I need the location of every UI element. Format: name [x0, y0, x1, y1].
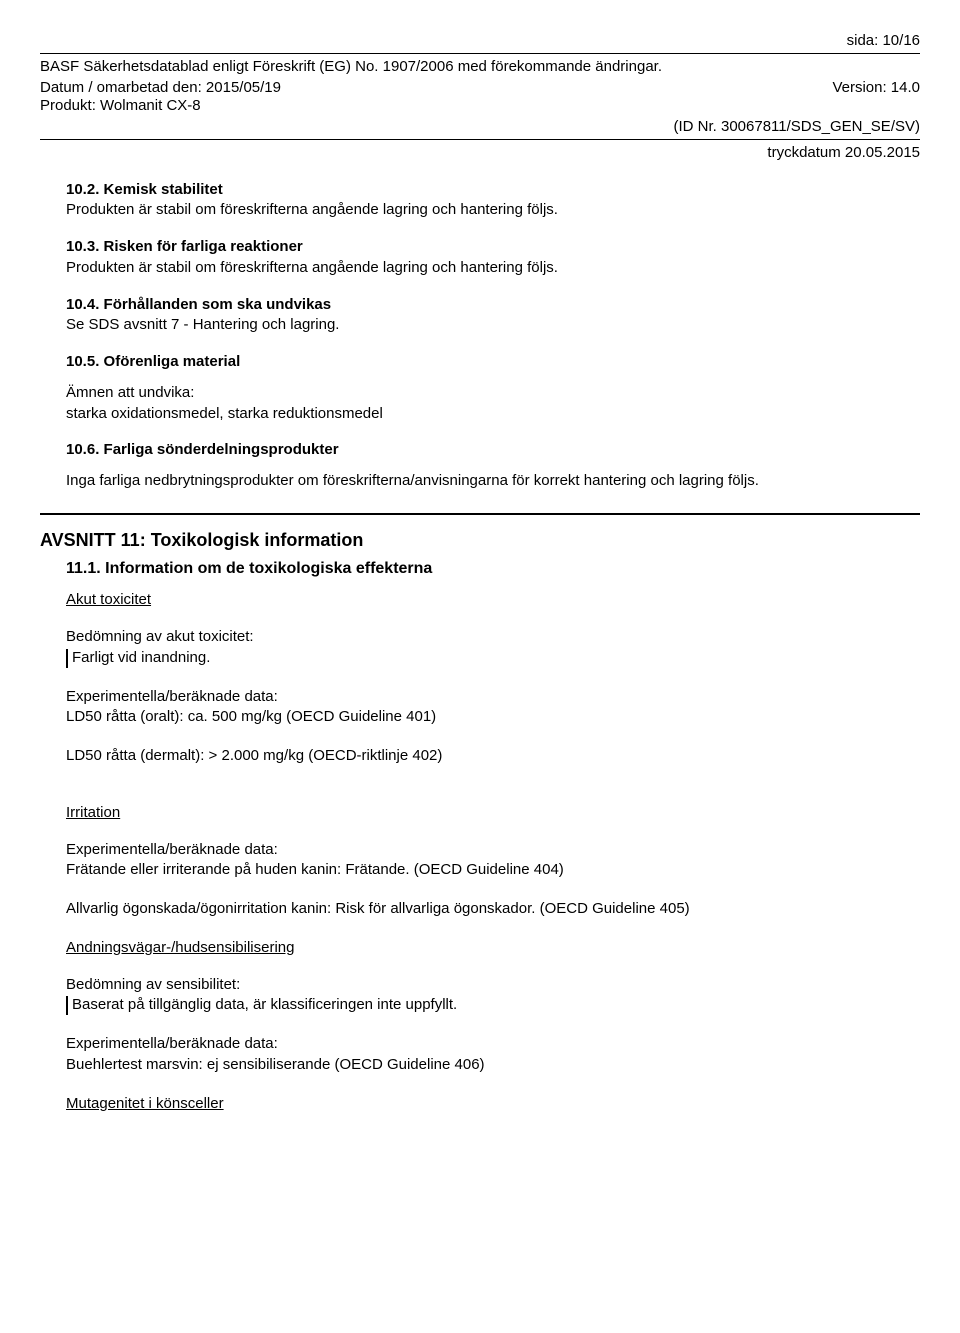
section-10-6-text: Inga farliga nedbrytningsprodukter om fö…	[66, 472, 920, 491]
section-10-5-avoid-text: starka oxidationsmedel, starka reduktion…	[66, 405, 920, 424]
section-10-5: 10.5. Oförenliga material Ämnen att undv…	[66, 353, 920, 423]
section-11-1-title: 11.1. Information om de toxikologiska ef…	[66, 559, 920, 579]
acute-ld50-dermal: LD50 råtta (dermalt): > 2.000 mg/kg (OEC…	[66, 747, 920, 766]
section-10-4: 10.4. Förhållanden som ska undvikas Se S…	[66, 296, 920, 336]
acute-toxicity-heading: Akut toxicitet	[66, 591, 920, 610]
section-10-3-text: Produkten är stabil om föreskrifterna an…	[66, 259, 920, 278]
sens-exp-text: Buehlertest marsvin: ej sensibiliserande…	[66, 1056, 920, 1075]
header-rule-bottom	[40, 139, 920, 140]
header-rule-top	[40, 53, 920, 54]
section-10-2-title: 10.2. Kemisk stabilitet	[66, 181, 920, 200]
mutagenicity-heading: Mutagenitet i könsceller	[66, 1095, 920, 1114]
section-10-6-title: 10.6. Farliga sönderdelningsprodukter	[66, 441, 920, 460]
sens-assess-text: Baserat på tillgänglig data, är klassifi…	[66, 996, 920, 1015]
section-11-title: AVSNITT 11: Toxikologisk information	[40, 529, 920, 552]
sensitisation-heading: Andningsvägar-/hudsensibilisering	[66, 939, 920, 958]
section-10-2-text: Produkten är stabil om föreskrifterna an…	[66, 201, 920, 220]
section-10-3-title: 10.3. Risken för farliga reaktioner	[66, 238, 920, 257]
header-regulation-line: BASF Säkerhetsdatablad enligt Föreskrift…	[40, 58, 920, 77]
section-10-6: 10.6. Farliga sönderdelningsprodukter In…	[66, 441, 920, 491]
section-10-5-avoid-label: Ämnen att undvika:	[66, 384, 920, 403]
header-version: Version: 14.0	[832, 79, 920, 98]
section-10-3: 10.3. Risken för farliga reaktioner Prod…	[66, 238, 920, 278]
acute-ld50-oral: LD50 råtta (oralt): ca. 500 mg/kg (OECD …	[66, 708, 920, 727]
section-divider	[40, 513, 920, 515]
page-number: sida: 10/16	[40, 32, 920, 51]
irritation-heading: Irritation	[66, 804, 920, 823]
header-date: Datum / omarbetad den: 2015/05/19	[40, 79, 281, 98]
acute-exp-label: Experimentella/beräknade data:	[66, 688, 920, 707]
sens-assess-label: Bedömning av sensibilitet:	[66, 976, 920, 995]
acute-assess-text: Farligt vid inandning.	[66, 649, 920, 668]
irritation-exp-label: Experimentella/beräknade data:	[66, 841, 920, 860]
section-10-4-title: 10.4. Förhållanden som ska undvikas	[66, 296, 920, 315]
acute-assess-label: Bedömning av akut toxicitet:	[66, 628, 920, 647]
section-10-4-text: Se SDS avsnitt 7 - Hantering och lagring…	[66, 316, 920, 335]
header-print-date: tryckdatum 20.05.2015	[40, 144, 920, 163]
irritation-skin: Frätande eller irriterande på huden kani…	[66, 861, 920, 880]
header-product: Produkt: Wolmanit CX-8	[40, 97, 920, 116]
section-10-5-title: 10.5. Oförenliga material	[66, 353, 920, 372]
section-10-2: 10.2. Kemisk stabilitet Produkten är sta…	[66, 181, 920, 221]
header-id: (ID Nr. 30067811/SDS_GEN_SE/SV)	[40, 118, 920, 137]
document-header: BASF Säkerhetsdatablad enligt Föreskrift…	[40, 58, 920, 137]
sens-exp-label: Experimentella/beräknade data:	[66, 1035, 920, 1054]
irritation-eye: Allvarlig ögonskada/ögonirritation kanin…	[66, 900, 920, 919]
